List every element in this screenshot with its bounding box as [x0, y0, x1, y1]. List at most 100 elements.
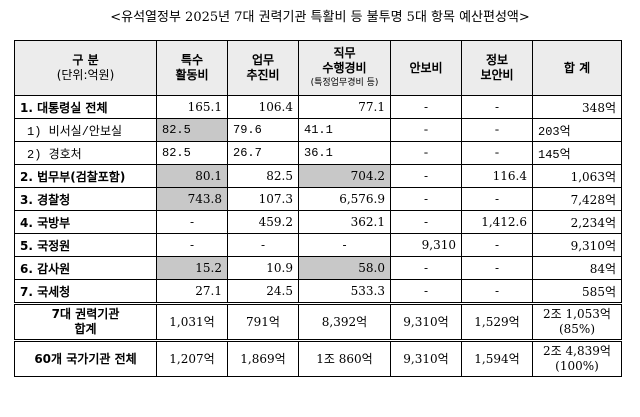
total-amount: 2조 1,053억 [543, 307, 611, 321]
cell: 743.8 [156, 187, 228, 211]
cell: 26.7 [227, 141, 299, 165]
header-text: 특수 [180, 53, 204, 67]
cell: 165.1 [156, 95, 228, 119]
cell: 1,529억 [461, 302, 533, 341]
cell: 9,310억 [390, 302, 462, 341]
cell: - [461, 187, 533, 211]
cell: 41.1 [298, 118, 391, 142]
total-label: 7대 권력기관 합계 [14, 302, 157, 341]
total-label-line: 합계 [74, 322, 97, 336]
header-special-activity: 특수 활동비 [156, 40, 228, 96]
header-text: 업무 [251, 53, 275, 67]
row-label: 2. 법무부(검찰포함) [14, 164, 157, 188]
cell: 1,869억 [227, 339, 299, 377]
cell: 1,207억 [156, 339, 228, 377]
cell: 84억 [532, 256, 622, 280]
budget-table: 구 분 (단위:억원) 특수 활동비 업무 추진비 직무 수행경비 (특정업무경… [14, 40, 622, 377]
cell: 1,031억 [156, 302, 228, 341]
table-row: 4. 국방부 - 459.2 362.1 - 1,412.6 2,234억 [14, 210, 622, 234]
cell: - [390, 210, 462, 234]
cell: 1,063억 [532, 164, 622, 188]
cell: 15.2 [156, 256, 228, 280]
cell: 82.5 [156, 141, 228, 165]
cell: - [298, 233, 391, 257]
header-unit-label: (단위:억원) [56, 68, 115, 82]
header-duty-expense: 직무 수행경비 (특정업무경비 등) [298, 40, 391, 96]
cell: 116.4 [461, 164, 533, 188]
cell: 348억 [532, 95, 622, 119]
table-row: 2) 경호처 82.5 26.7 36.1 - - 145억 [14, 141, 622, 165]
row-label: 2) 경호처 [14, 141, 157, 165]
cell: 77.1 [298, 95, 391, 119]
cell: - [156, 210, 228, 234]
table-row: 2. 법무부(검찰포함) 80.1 82.5 704.2 - 116.4 1,0… [14, 164, 622, 188]
cell: 362.1 [298, 210, 391, 234]
header-business-promotion: 업무 추진비 [227, 40, 299, 96]
cell: - [156, 233, 228, 257]
total-amount: 2조 4,839억 [543, 344, 611, 358]
cell: - [461, 256, 533, 280]
cell: 2조 4,839억 (100%) [532, 339, 622, 377]
total-row-60-agencies: 60개 국가기관 전체 1,207억 1,869억 1조 860억 9,310억… [14, 339, 622, 377]
cell: 585억 [532, 279, 622, 304]
total-label: 60개 국가기관 전체 [14, 339, 157, 377]
cell: 791억 [227, 302, 299, 341]
header-category: 구 분 (단위:억원) [14, 40, 157, 96]
cell: - [461, 95, 533, 119]
table-row: 3. 경찰청 743.8 107.3 6,576.9 - - 7,428억 [14, 187, 622, 211]
table-header: 구 분 (단위:억원) 특수 활동비 업무 추진비 직무 수행경비 (특정업무경… [14, 40, 622, 96]
cell: 24.5 [227, 279, 299, 304]
header-text: 보안비 [480, 68, 514, 82]
row-label: 4. 국방부 [14, 210, 157, 234]
table-row: 7. 국세청 27.1 24.5 533.3 - - 585억 [14, 279, 622, 304]
header-text: 직무 [333, 45, 356, 60]
cell: 203억 [532, 118, 622, 142]
cell: 7,428억 [532, 187, 622, 211]
cell: 1,412.6 [461, 210, 533, 234]
row-label: 5. 국정원 [14, 233, 157, 257]
cell: - [461, 141, 533, 165]
row-label: 1. 대통령실 전체 [14, 95, 157, 119]
cell: 6,576.9 [298, 187, 391, 211]
cell: - [227, 233, 299, 257]
cell: 8,392억 [298, 302, 391, 341]
cell: 10.9 [227, 256, 299, 280]
cell: - [461, 233, 533, 257]
header-text: 합 계 [563, 60, 591, 75]
cell: - [390, 118, 462, 142]
header-text: 안보비 [409, 60, 443, 75]
cell: 2조 1,053억 (85%) [532, 302, 622, 341]
cell: 145억 [532, 141, 622, 165]
table-row: 1) 비서실/안보실 82.5 79.6 41.1 - - 203억 [14, 118, 622, 142]
cell: 79.6 [227, 118, 299, 142]
cell: 36.1 [298, 141, 391, 165]
cell: 2,234억 [532, 210, 622, 234]
cell: 82.5 [156, 118, 228, 142]
row-label: 1) 비서실/안보실 [14, 118, 157, 142]
cell: 9,310 [390, 233, 462, 257]
cell: - [390, 95, 462, 119]
cell: - [461, 118, 533, 142]
cell: 459.2 [227, 210, 299, 234]
row-label: 7. 국세청 [14, 279, 157, 304]
cell: 533.3 [298, 279, 391, 304]
cell: 80.1 [156, 164, 228, 188]
header-category-label: 구 분 [72, 53, 99, 67]
header-text: 수행경비 [322, 60, 367, 75]
table-row: 5. 국정원 - - - 9,310 - 9,310억 [14, 233, 622, 257]
header-total: 합 계 [532, 40, 622, 96]
cell: 9,310억 [532, 233, 622, 257]
header-text: 활동비 [175, 68, 209, 82]
header-text: 추진비 [246, 68, 280, 82]
row-label: 3. 경찰청 [14, 187, 157, 211]
cell: - [390, 279, 462, 304]
row-label: 6. 감사원 [14, 256, 157, 280]
total-row-7-agencies: 7대 권력기관 합계 1,031억 791억 8,392억 9,310억 1,5… [14, 302, 622, 341]
table-title: <유석열정부 2025년 7대 권력기관 특활비 등 불투명 5대 항목 예산편… [110, 10, 530, 25]
cell: 1,594억 [461, 339, 533, 377]
header-security: 안보비 [390, 40, 462, 96]
header-text: 정보 [485, 53, 509, 67]
cell: - [461, 279, 533, 304]
cell: 27.1 [156, 279, 228, 304]
cell: 107.3 [227, 187, 299, 211]
